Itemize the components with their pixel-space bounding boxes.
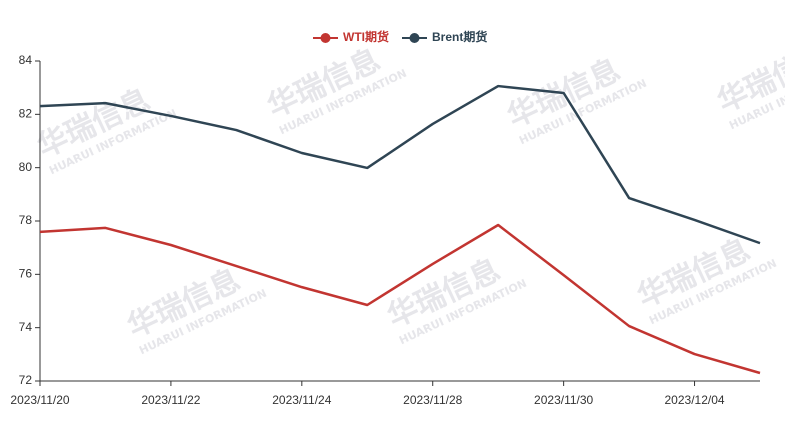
- x-tick-label: 2023/11/22: [141, 393, 200, 407]
- series-line: [39, 84, 761, 245]
- legend-item: WTI期货: [313, 29, 389, 44]
- y-tick-label: 72: [19, 373, 33, 387]
- x-tick-label: 2023/12/04: [665, 393, 725, 407]
- y-tick-label: 74: [19, 320, 33, 334]
- y-tick-label: 80: [19, 160, 33, 174]
- series-line: [39, 223, 761, 375]
- x-tick-label: 2023/11/28: [403, 393, 462, 407]
- x-tick-label: 2023/11/20: [10, 393, 69, 407]
- legend-label: WTI期货: [343, 29, 389, 44]
- legend-marker: [409, 33, 420, 43]
- legend-label: Brent期货: [432, 29, 487, 44]
- legend-item: Brent期货: [402, 29, 487, 44]
- x-tick-label: 2023/11/24: [272, 393, 331, 407]
- y-tick-label: 76: [19, 267, 33, 281]
- y-tick-label: 82: [19, 107, 33, 121]
- y-tick-label: 84: [19, 53, 33, 67]
- legend-marker: [320, 33, 331, 43]
- y-tick-label: 78: [19, 213, 33, 227]
- x-tick-label: 2023/11/30: [534, 393, 593, 407]
